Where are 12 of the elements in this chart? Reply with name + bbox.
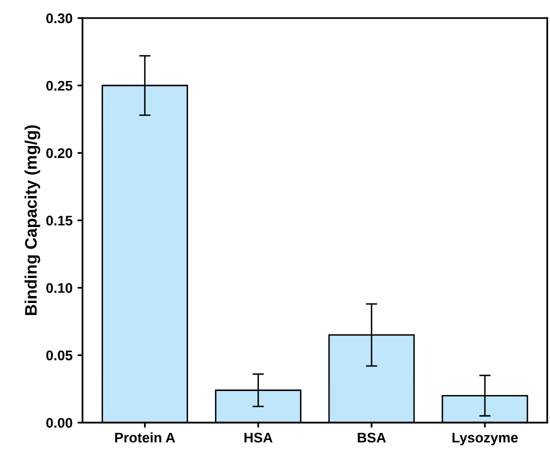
y-tick-label: 0.05: [46, 350, 72, 360]
y-tick-label: 0.10: [46, 283, 72, 293]
x-tick-label: Protein A: [115, 432, 176, 443]
y-tick-label: 0.30: [46, 13, 72, 24]
x-tick-label: BSA: [358, 432, 386, 443]
x-tick-label: HSA: [244, 432, 272, 443]
y-tick-label: 0.00: [46, 418, 72, 428]
y-tick-label: 0.15: [46, 216, 72, 226]
y-tick-label: 0.25: [46, 80, 72, 91]
x-tick-label: Lysozyme: [452, 432, 518, 446]
y-axis-title: Binding Capacity (mg/g): [24, 125, 40, 316]
y-tick-label: 0.20: [46, 148, 72, 158]
